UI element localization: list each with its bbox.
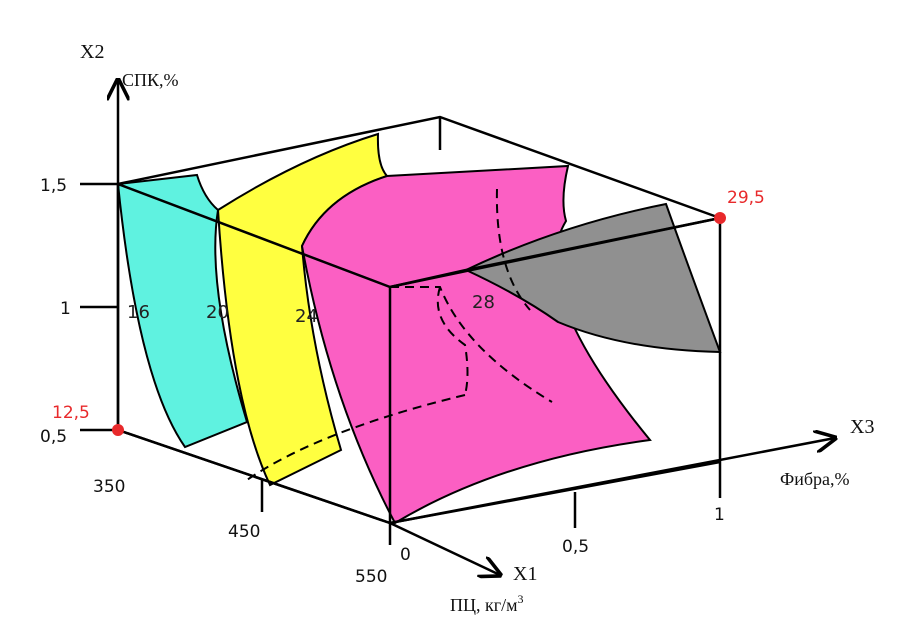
x1-axis-caption: ПЦ, кг/м3 (450, 592, 524, 615)
axes (118, 80, 835, 575)
tick-marks (80, 182, 722, 545)
x3-tick-label: 0 (400, 545, 411, 565)
x3-tick-label: 0,5 (562, 537, 589, 557)
min-extreme-label: 12,5 (52, 403, 90, 423)
x2-axis-caption: СПК,% (122, 70, 179, 90)
x1-tick-label: 450 (228, 522, 260, 542)
min-extreme-marker (112, 424, 124, 436)
x2-axis-name: X2 (80, 41, 104, 63)
isoline-label-24: 24 (295, 306, 318, 327)
isoline-label-28: 28 (472, 292, 495, 313)
x1-tick-label: 350 (93, 477, 125, 497)
x3-axis-name: X3 (850, 416, 874, 438)
region-16-cyan (116, 173, 249, 449)
x1-tick-label: 550 (355, 567, 387, 587)
max-extreme-label: 29,5 (727, 188, 765, 208)
x2-tick-label: 0,5 (40, 427, 67, 447)
x3-tick-label: 1 (714, 505, 725, 525)
max-extreme-marker (714, 212, 726, 224)
x2-tick-label: 1,5 (40, 176, 67, 196)
isoline-label-16: 16 (127, 302, 150, 323)
isoline-label-20: 20 (206, 302, 229, 323)
x3-axis-caption: Фибра,% (780, 469, 850, 489)
x2-tick-label: 1 (60, 299, 71, 319)
region-28-gray (463, 202, 722, 354)
x1-axis-name: X1 (513, 563, 537, 585)
